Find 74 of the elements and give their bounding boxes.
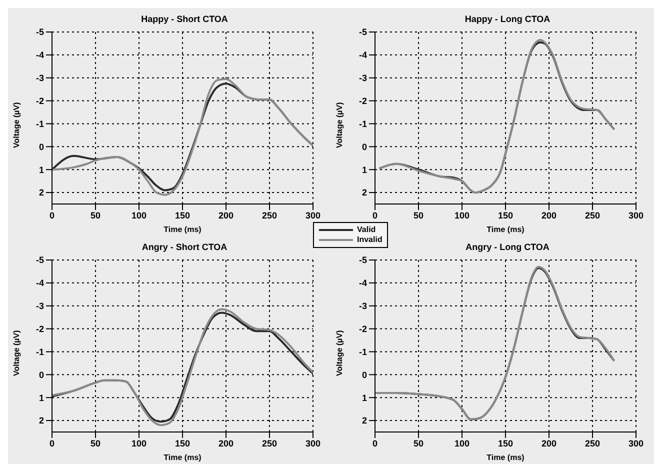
y-axis-title: Voltage (µV): [12, 330, 21, 376]
x-tick-label: 250: [584, 210, 600, 220]
x-tick-label: 100: [131, 210, 147, 220]
chart-title: Angry - Long CTOA: [466, 242, 550, 252]
legend-label: Valid: [357, 225, 376, 235]
y-tick-label: -2: [36, 324, 44, 334]
y-tick-label: -3: [36, 73, 44, 84]
x-tick-label: 150: [174, 210, 190, 220]
y-tick-label: 0: [38, 142, 44, 152]
x-tick-label: 0: [372, 210, 378, 220]
y-tick-label: -1: [36, 346, 44, 357]
x-tick-label: 250: [584, 438, 600, 448]
y-tick-label: 0: [38, 370, 44, 380]
y-tick-label: -1: [358, 346, 367, 357]
x-tick-label: 200: [541, 210, 557, 220]
x-tick-label: 200: [541, 438, 557, 448]
x-tick-label: 150: [498, 210, 514, 220]
x-tick-label: 250: [262, 438, 278, 448]
x-tick-label: 200: [218, 438, 234, 448]
y-tick-label: -3: [358, 301, 367, 312]
y-tick-label: -1: [36, 118, 44, 129]
chart-title: Happy - Long CTOA: [464, 14, 552, 24]
x-tick-label: 0: [49, 210, 55, 220]
y-tick-label: 2: [38, 416, 44, 426]
x-tick-label: 300: [305, 210, 321, 220]
x-tick-label: 300: [628, 438, 644, 448]
y-tick-label: -4: [36, 278, 44, 288]
y-tick-label: -4: [358, 50, 367, 60]
y-tick-label: 1: [38, 164, 44, 175]
y-tick-label: -4: [358, 278, 367, 288]
x-axis-title: Time (ms): [164, 453, 202, 462]
y-tick-label: -3: [358, 73, 367, 84]
x-tick-label: 0: [49, 438, 55, 448]
chart-title: Happy - Short CTOA: [140, 14, 229, 24]
y-tick-label: 1: [38, 392, 44, 403]
chart-title: Angry - Short CTOA: [140, 242, 228, 252]
y-tick-label: -2: [358, 324, 367, 334]
x-tick-label: 50: [90, 438, 101, 448]
x-tick-label: 300: [628, 210, 644, 220]
y-tick-label: 2: [362, 188, 367, 198]
x-tick-label: 150: [174, 438, 190, 448]
y-tick-label: -4: [36, 50, 44, 60]
x-tick-label: 50: [90, 210, 101, 220]
legend-label: Invalid: [357, 235, 382, 245]
y-axis-title: Voltage (µV): [334, 102, 344, 148]
x-tick-label: 100: [131, 438, 147, 448]
y-axis-title: Voltage (µV): [334, 330, 344, 376]
y-tick-label: 2: [38, 188, 44, 198]
x-axis-title: Time (ms): [486, 453, 525, 462]
x-tick-label: 0: [372, 438, 378, 448]
x-tick-label: 50: [413, 438, 424, 448]
y-tick-label: 0: [362, 370, 367, 380]
x-tick-label: 300: [305, 438, 321, 448]
y-tick-label: -3: [36, 301, 44, 312]
y-tick-label: -5: [36, 27, 44, 38]
y-tick-label: -5: [36, 255, 44, 266]
x-tick-label: 100: [454, 210, 470, 220]
x-tick-label: 50: [413, 210, 424, 220]
x-tick-label: 200: [218, 210, 234, 220]
x-tick-label: 150: [498, 438, 514, 448]
y-tick-label: -2: [358, 96, 367, 106]
x-tick-label: 100: [454, 438, 470, 448]
x-tick-label: 250: [262, 210, 278, 220]
y-tick-label: 0: [362, 142, 367, 152]
y-tick-label: -5: [358, 255, 367, 266]
y-tick-label: -2: [36, 96, 44, 106]
y-tick-label: 1: [362, 164, 367, 175]
y-axis-title: Voltage (µV): [12, 102, 21, 148]
y-tick-label: -1: [358, 118, 367, 129]
y-tick-label: 2: [362, 416, 367, 426]
x-axis-title: Time (ms): [486, 225, 525, 234]
y-tick-label: 1: [362, 392, 367, 403]
x-axis-title: Time (ms): [164, 225, 202, 234]
y-tick-label: -5: [358, 27, 367, 38]
